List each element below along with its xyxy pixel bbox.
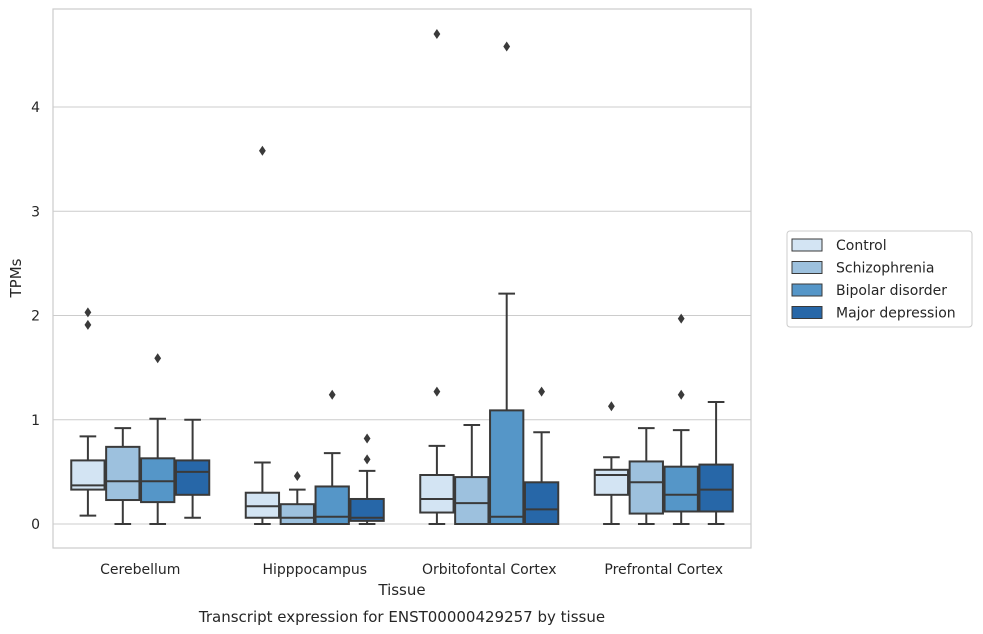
box-body [279, 503, 315, 526]
box-1-0 [244, 145, 281, 525]
y-tick-label-1: 1 [31, 413, 40, 429]
outlier-point [677, 389, 685, 400]
grid-lines [53, 106, 751, 525]
plot-frame [52, 8, 752, 549]
box-3-1 [628, 427, 664, 525]
box-1-2 [314, 389, 350, 525]
box-body [140, 457, 176, 504]
box-1-3 [349, 433, 385, 525]
box-3-2 [663, 313, 699, 525]
x-tick-label-3: Prefrontal Cortex [604, 562, 723, 578]
x-tick-label-0: Cerebellum [100, 562, 180, 578]
outlier-point [433, 386, 441, 397]
legend: Control Schizophrenia Bipolar disorder Majo… [786, 230, 973, 328]
box-3-0 [593, 401, 630, 525]
box-body [489, 409, 525, 525]
box-body [663, 465, 699, 513]
x-tick-label-2: Orbitofontal Cortex [422, 562, 557, 578]
box-body [523, 481, 560, 525]
box-body [105, 445, 141, 502]
box-series [70, 29, 734, 526]
axis-ticks: 0 1 2 3 4 Cerebellum Hipppocampus Orbitofontal … [31, 100, 723, 578]
x-tick-label-1: Hipppocampus [262, 562, 367, 578]
box-0-3 [174, 418, 211, 519]
box-2-1 [454, 423, 490, 525]
box-body [174, 459, 211, 496]
box-2-0 [419, 386, 455, 525]
legend-frame [786, 230, 973, 328]
box-body [593, 468, 630, 496]
legend-label-0: Control [836, 238, 887, 254]
box-body [698, 463, 734, 513]
box-body [628, 460, 664, 515]
legend-label-1: Schizophrenia [836, 261, 934, 277]
chart-caption: Transcript expression for ENST0000042925… [198, 608, 605, 626]
y-tick-label-0: 0 [31, 517, 40, 533]
box-2-2 [489, 41, 525, 525]
legend-swatch-0 [791, 238, 823, 252]
box-body [349, 497, 385, 522]
box-body [454, 476, 490, 525]
x-axis-title: Tissue [377, 581, 425, 599]
legend-swatch-1 [791, 261, 823, 274]
legend-label-2: Bipolar disorder [836, 283, 947, 299]
y-tick-label-3: 3 [31, 204, 40, 220]
plot-border [52, 8, 752, 549]
outlier-point [363, 433, 371, 444]
outlier-point [293, 471, 301, 482]
outlier-point [84, 319, 92, 330]
box-0-1 [105, 427, 141, 525]
y-tick-label-4: 4 [31, 100, 40, 116]
outlier-point [328, 389, 336, 400]
y-axis-title: TPMs [7, 258, 25, 298]
box-1-1 [279, 471, 315, 526]
box-body [244, 491, 281, 519]
box-0-0 [70, 307, 106, 517]
outlier-point [259, 145, 266, 156]
box-2-3 [523, 386, 560, 525]
legend-label-3: Major depression [836, 306, 956, 322]
outlier-point [503, 41, 511, 52]
box-body [314, 485, 350, 525]
outlier-point [608, 401, 615, 412]
box-0-2 [140, 353, 176, 525]
outlier-point [433, 29, 441, 40]
outlier-point [538, 386, 545, 397]
box-3-3 [698, 401, 734, 525]
legend-swatch-3 [791, 306, 823, 319]
legend-swatch-2 [791, 283, 823, 297]
outlier-point [677, 313, 685, 324]
outlier-point [363, 454, 371, 465]
outlier-point [154, 353, 162, 364]
outlier-point [84, 307, 92, 318]
y-tick-label-2: 2 [31, 309, 40, 325]
box-body [419, 474, 455, 514]
